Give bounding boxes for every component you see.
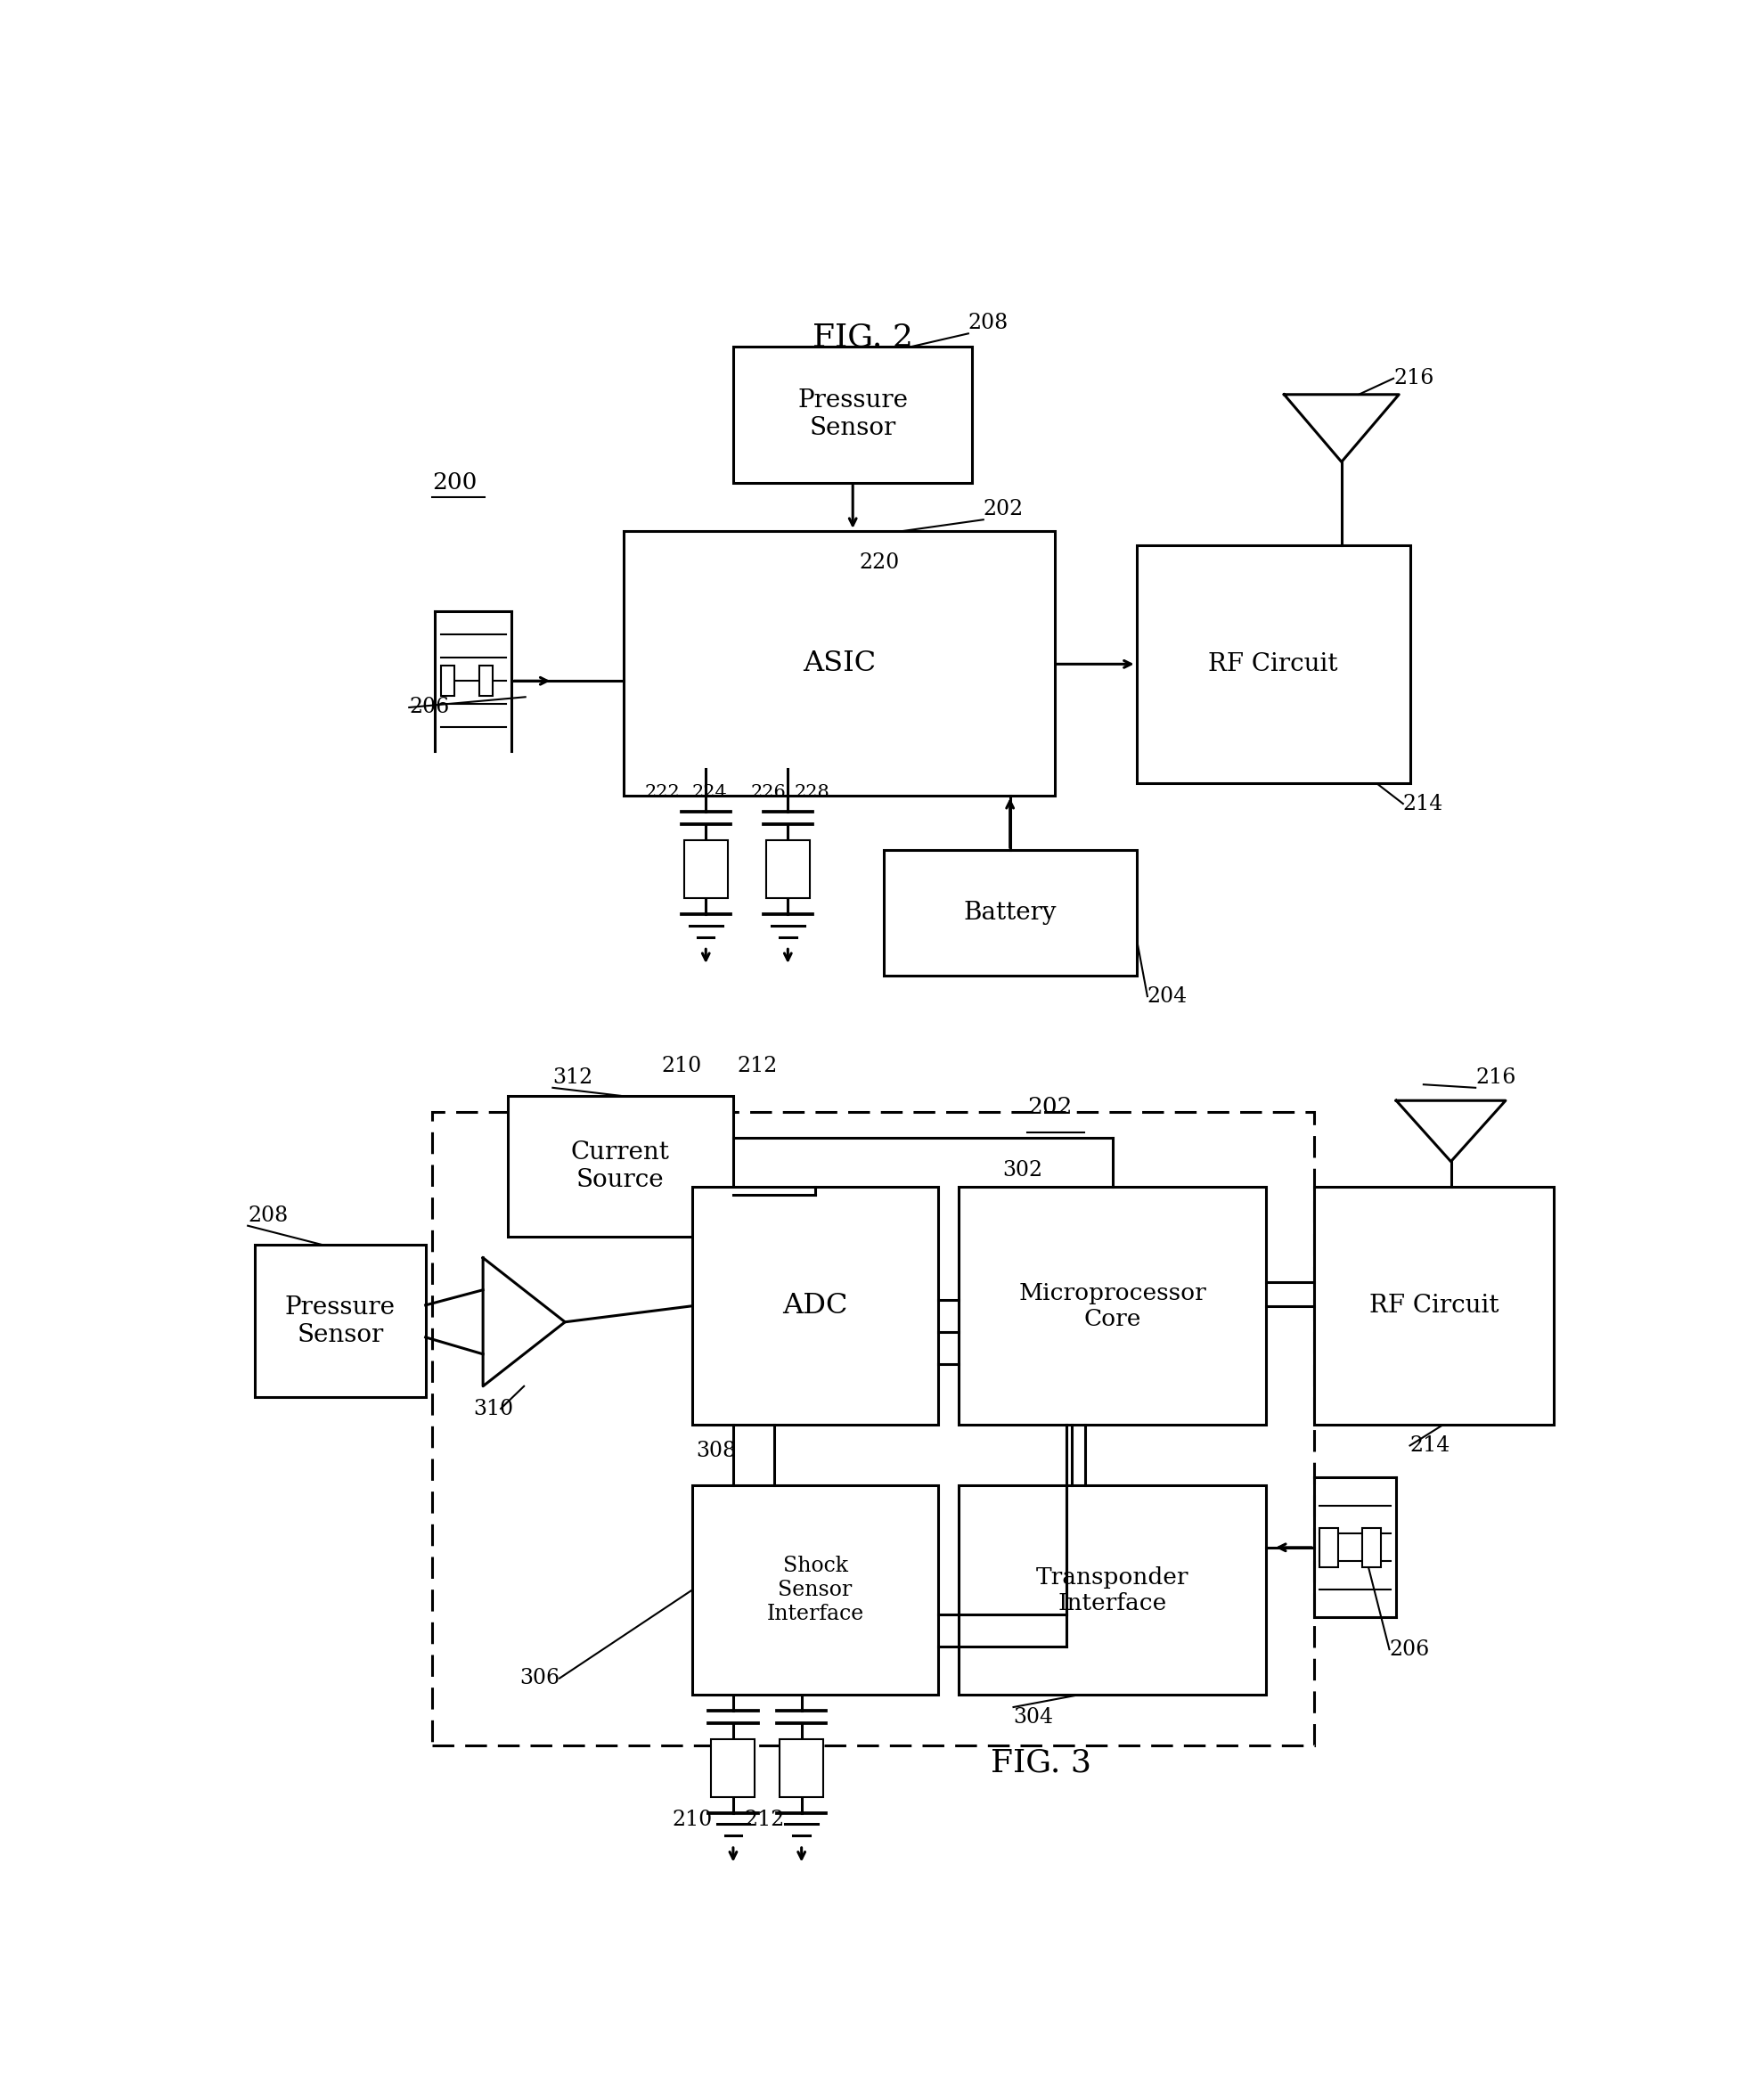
- Text: 210: 210: [672, 1809, 713, 1830]
- FancyBboxPatch shape: [734, 346, 972, 483]
- Text: FIG. 3: FIG. 3: [990, 1748, 1092, 1778]
- FancyBboxPatch shape: [780, 1740, 824, 1796]
- Text: Battery: Battery: [963, 900, 1057, 925]
- Text: 212: 212: [744, 1809, 785, 1830]
- Text: 202: 202: [1027, 1096, 1073, 1119]
- Text: Shock
Sensor
Interface: Shock Sensor Interface: [767, 1557, 864, 1623]
- Text: 226: 226: [751, 784, 787, 802]
- Text: 210: 210: [662, 1057, 702, 1075]
- FancyBboxPatch shape: [884, 850, 1136, 975]
- Text: 216: 216: [1394, 369, 1434, 390]
- Text: FIG. 2: FIG. 2: [813, 323, 914, 352]
- Text: 222: 222: [644, 784, 679, 802]
- Text: 220: 220: [859, 552, 900, 573]
- Text: 212: 212: [737, 1057, 778, 1075]
- Text: 204: 204: [1147, 986, 1187, 1007]
- Text: 208: 208: [247, 1205, 288, 1225]
- FancyBboxPatch shape: [1319, 1528, 1339, 1567]
- Text: 228: 228: [794, 784, 831, 802]
- Text: 216: 216: [1475, 1067, 1515, 1088]
- Text: 306: 306: [519, 1667, 559, 1688]
- Text: 206: 206: [409, 698, 450, 717]
- Text: ADC: ADC: [783, 1292, 848, 1319]
- Text: Pressure
Sensor: Pressure Sensor: [284, 1296, 395, 1346]
- FancyBboxPatch shape: [691, 1486, 938, 1694]
- FancyBboxPatch shape: [624, 531, 1055, 796]
- FancyBboxPatch shape: [691, 1188, 938, 1425]
- FancyBboxPatch shape: [766, 840, 810, 898]
- Text: RF Circuit: RF Circuit: [1369, 1294, 1499, 1317]
- FancyBboxPatch shape: [1314, 1188, 1554, 1425]
- FancyBboxPatch shape: [1136, 546, 1409, 784]
- Text: 224: 224: [691, 784, 727, 802]
- FancyBboxPatch shape: [960, 1486, 1267, 1694]
- Text: 214: 214: [1402, 794, 1443, 815]
- Text: Current
Source: Current Source: [572, 1140, 670, 1192]
- FancyBboxPatch shape: [254, 1244, 425, 1398]
- Text: 214: 214: [1409, 1436, 1450, 1457]
- FancyBboxPatch shape: [960, 1188, 1267, 1425]
- Text: 310: 310: [473, 1398, 513, 1419]
- FancyBboxPatch shape: [441, 665, 455, 696]
- FancyBboxPatch shape: [684, 840, 729, 898]
- Text: 206: 206: [1390, 1640, 1429, 1659]
- Text: 202: 202: [983, 500, 1023, 519]
- FancyBboxPatch shape: [711, 1740, 755, 1796]
- Polygon shape: [483, 1259, 564, 1386]
- FancyBboxPatch shape: [1362, 1528, 1381, 1567]
- FancyBboxPatch shape: [432, 1111, 1314, 1746]
- Text: Transponder
Interface: Transponder Interface: [1035, 1565, 1189, 1613]
- FancyBboxPatch shape: [478, 665, 492, 696]
- Text: 312: 312: [552, 1067, 593, 1088]
- Text: Microprocessor
Core: Microprocessor Core: [1018, 1282, 1207, 1330]
- Text: RF Circuit: RF Circuit: [1208, 652, 1337, 675]
- Text: 304: 304: [1013, 1707, 1053, 1728]
- Text: 208: 208: [968, 313, 1009, 333]
- Text: 200: 200: [432, 471, 478, 494]
- Text: 302: 302: [1002, 1161, 1043, 1182]
- Text: Pressure
Sensor: Pressure Sensor: [797, 388, 908, 440]
- Text: ASIC: ASIC: [803, 650, 875, 677]
- FancyBboxPatch shape: [508, 1096, 734, 1238]
- Text: 308: 308: [697, 1440, 736, 1461]
